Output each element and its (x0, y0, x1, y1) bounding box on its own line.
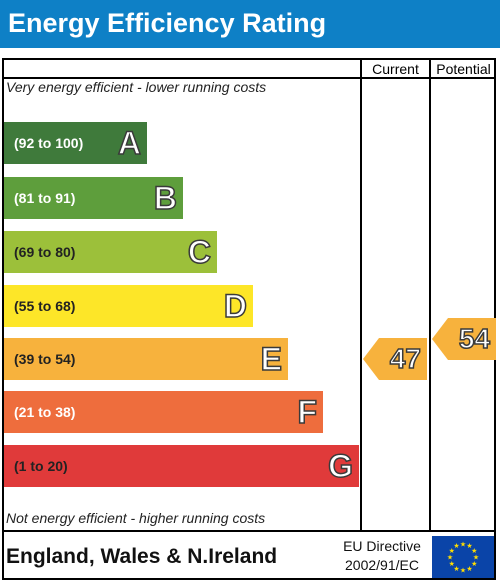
eu-star: ★ (466, 565, 472, 573)
band-letter: F (297, 393, 318, 431)
band-range-label: (39 to 54) (14, 351, 76, 367)
band-b: (81 to 91) B (4, 177, 183, 219)
band-range-label: (92 to 100) (14, 135, 84, 151)
directive-line-1: EU Directive (343, 538, 421, 554)
eu-star: ★ (471, 547, 477, 555)
eu-star: ★ (466, 542, 472, 550)
band-range-label: (1 to 20) (14, 458, 68, 474)
band-e: (39 to 54) E (4, 338, 288, 380)
directive-line-2: 2002/91/EC (345, 557, 419, 573)
current-arrow-shape (363, 338, 427, 380)
eu-star: ★ (471, 560, 477, 568)
band-letter: A (117, 124, 142, 162)
band-range-label: (69 to 80) (14, 244, 76, 260)
potential-arrow-shape (432, 318, 496, 360)
band-range-label: (81 to 91) (14, 190, 76, 206)
potential-rating-arrow: 54 (432, 318, 496, 360)
eu-star: ★ (460, 567, 466, 575)
eu-star: ★ (449, 560, 455, 568)
eu-star: ★ (453, 542, 459, 550)
eu-star: ★ (453, 565, 459, 573)
eu-star: ★ (473, 554, 479, 562)
eu-stars: ★★★★★★★★★ ★ ★★ (447, 541, 479, 575)
band-f: (21 to 38) F (4, 391, 323, 433)
top-caption: Very energy efficient - lower running co… (6, 79, 267, 95)
band-c: (69 to 80) C (4, 231, 217, 273)
potential-rating-value: 54 (458, 322, 491, 355)
eu-star: ★ (449, 547, 455, 555)
band-letter: E (260, 340, 283, 378)
page-title: Energy Efficiency Rating (8, 8, 327, 38)
current-rating-arrow: 47 (363, 338, 427, 380)
band-range-label: (55 to 68) (14, 298, 76, 314)
eu-star: ★ (447, 554, 453, 562)
footer-divider (2, 530, 496, 532)
band-range-label: (21 to 38) (14, 404, 76, 420)
eu-star: ★ (460, 541, 466, 549)
band-g: (1 to 20) G (4, 445, 359, 487)
current-column-divider (360, 58, 362, 532)
band-a: (92 to 100) A (4, 122, 147, 164)
band-letter: B (153, 179, 178, 217)
footer-directive: EU Directive 2002/91/EC (336, 537, 428, 575)
footer-country: England, Wales & N.Ireland (6, 545, 278, 568)
current-column-header: Current (372, 61, 419, 77)
potential-column-divider (429, 58, 431, 532)
band-letter: G (327, 447, 353, 485)
potential-column-header: Potential (436, 61, 491, 77)
band-letter: C (187, 233, 212, 271)
eu-flag-icon: ★ ★ ★ ★ ★ ★ ★ ★ ★ ★ ★ ★ (432, 536, 494, 578)
band-d: (55 to 68) D (4, 285, 253, 327)
band-letter: D (223, 287, 248, 325)
title-bar: Energy Efficiency Rating (0, 0, 500, 48)
bottom-caption: Not energy efficient - higher running co… (6, 510, 266, 526)
current-rating-value: 47 (389, 342, 422, 375)
header-divider (2, 77, 496, 79)
